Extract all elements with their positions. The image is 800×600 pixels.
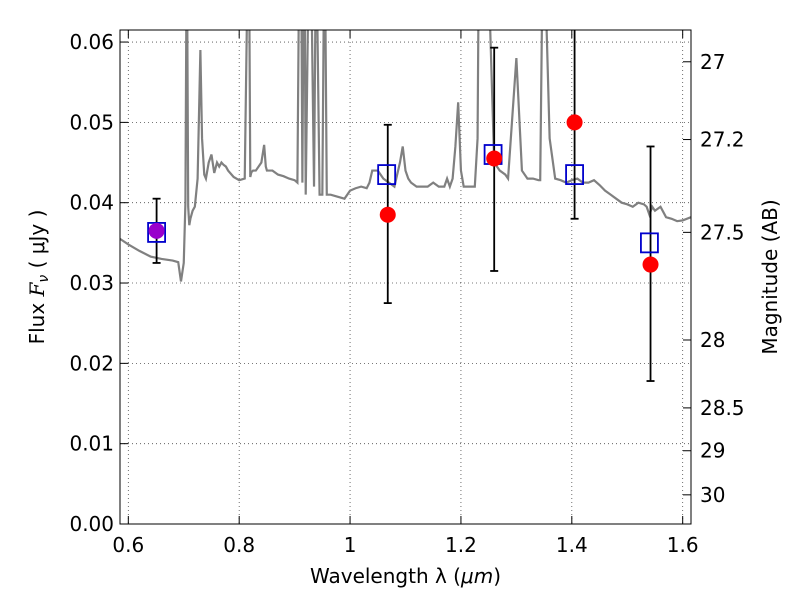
x-tick-label: 1.2 (445, 533, 477, 557)
x-tick-label: 1.6 (667, 533, 699, 557)
model-photometry-layer (147, 144, 659, 254)
y-tick-label: 0.05 (69, 110, 114, 134)
error-bars-layer (152, 30, 655, 382)
grid-lines (120, 30, 691, 524)
right-tick-label: 27.2 (700, 128, 745, 152)
plot-frame (119, 29, 692, 525)
observed-point (642, 256, 659, 273)
observed-point (379, 206, 396, 223)
model-spectrum-layer (120, 30, 691, 282)
right-tick-label: 30 (700, 483, 725, 507)
x-tick-label: 0.8 (223, 533, 255, 557)
observed-point (148, 222, 165, 239)
right-tick-label: 27 (700, 50, 725, 74)
observed-points-layer (148, 114, 659, 273)
right-tick-label: 29 (700, 439, 725, 463)
observed-point (486, 150, 503, 167)
y-axis-title: Flux Fν ( μJy ) (25, 210, 52, 345)
y-tick-label: 0.04 (69, 191, 114, 215)
model-photometry-square (565, 164, 584, 185)
right-tick-label: 28 (700, 328, 725, 352)
axis-ticks: 0.6 0.8 1 1.2 1.4 1.6 0.00 0.01 0.02 0.03 0.04 0.05… (69, 30, 745, 557)
x-axis-title: Wavelength λ (μm) (310, 564, 501, 588)
model-photometry-square (640, 232, 659, 254)
x-tick-label: 1.4 (556, 533, 588, 557)
x-tick-label: 0.6 (112, 533, 144, 557)
model-spectrum-line (120, 30, 691, 282)
y-tick-label: 0.02 (69, 351, 114, 375)
right-tick-label: 28.5 (700, 396, 745, 420)
y-tick-label: 0.00 (69, 512, 114, 536)
model-photometry-square (377, 164, 397, 185)
y-tick-label: 0.06 (69, 30, 114, 54)
x-tick-label: 1 (344, 533, 357, 557)
observed-point (566, 114, 583, 131)
y-tick-label: 0.03 (69, 271, 114, 295)
right-axis-title: Magnitude (AB) (758, 199, 782, 354)
right-tick-label: 27.5 (700, 220, 745, 244)
y-tick-label: 0.01 (69, 432, 114, 456)
